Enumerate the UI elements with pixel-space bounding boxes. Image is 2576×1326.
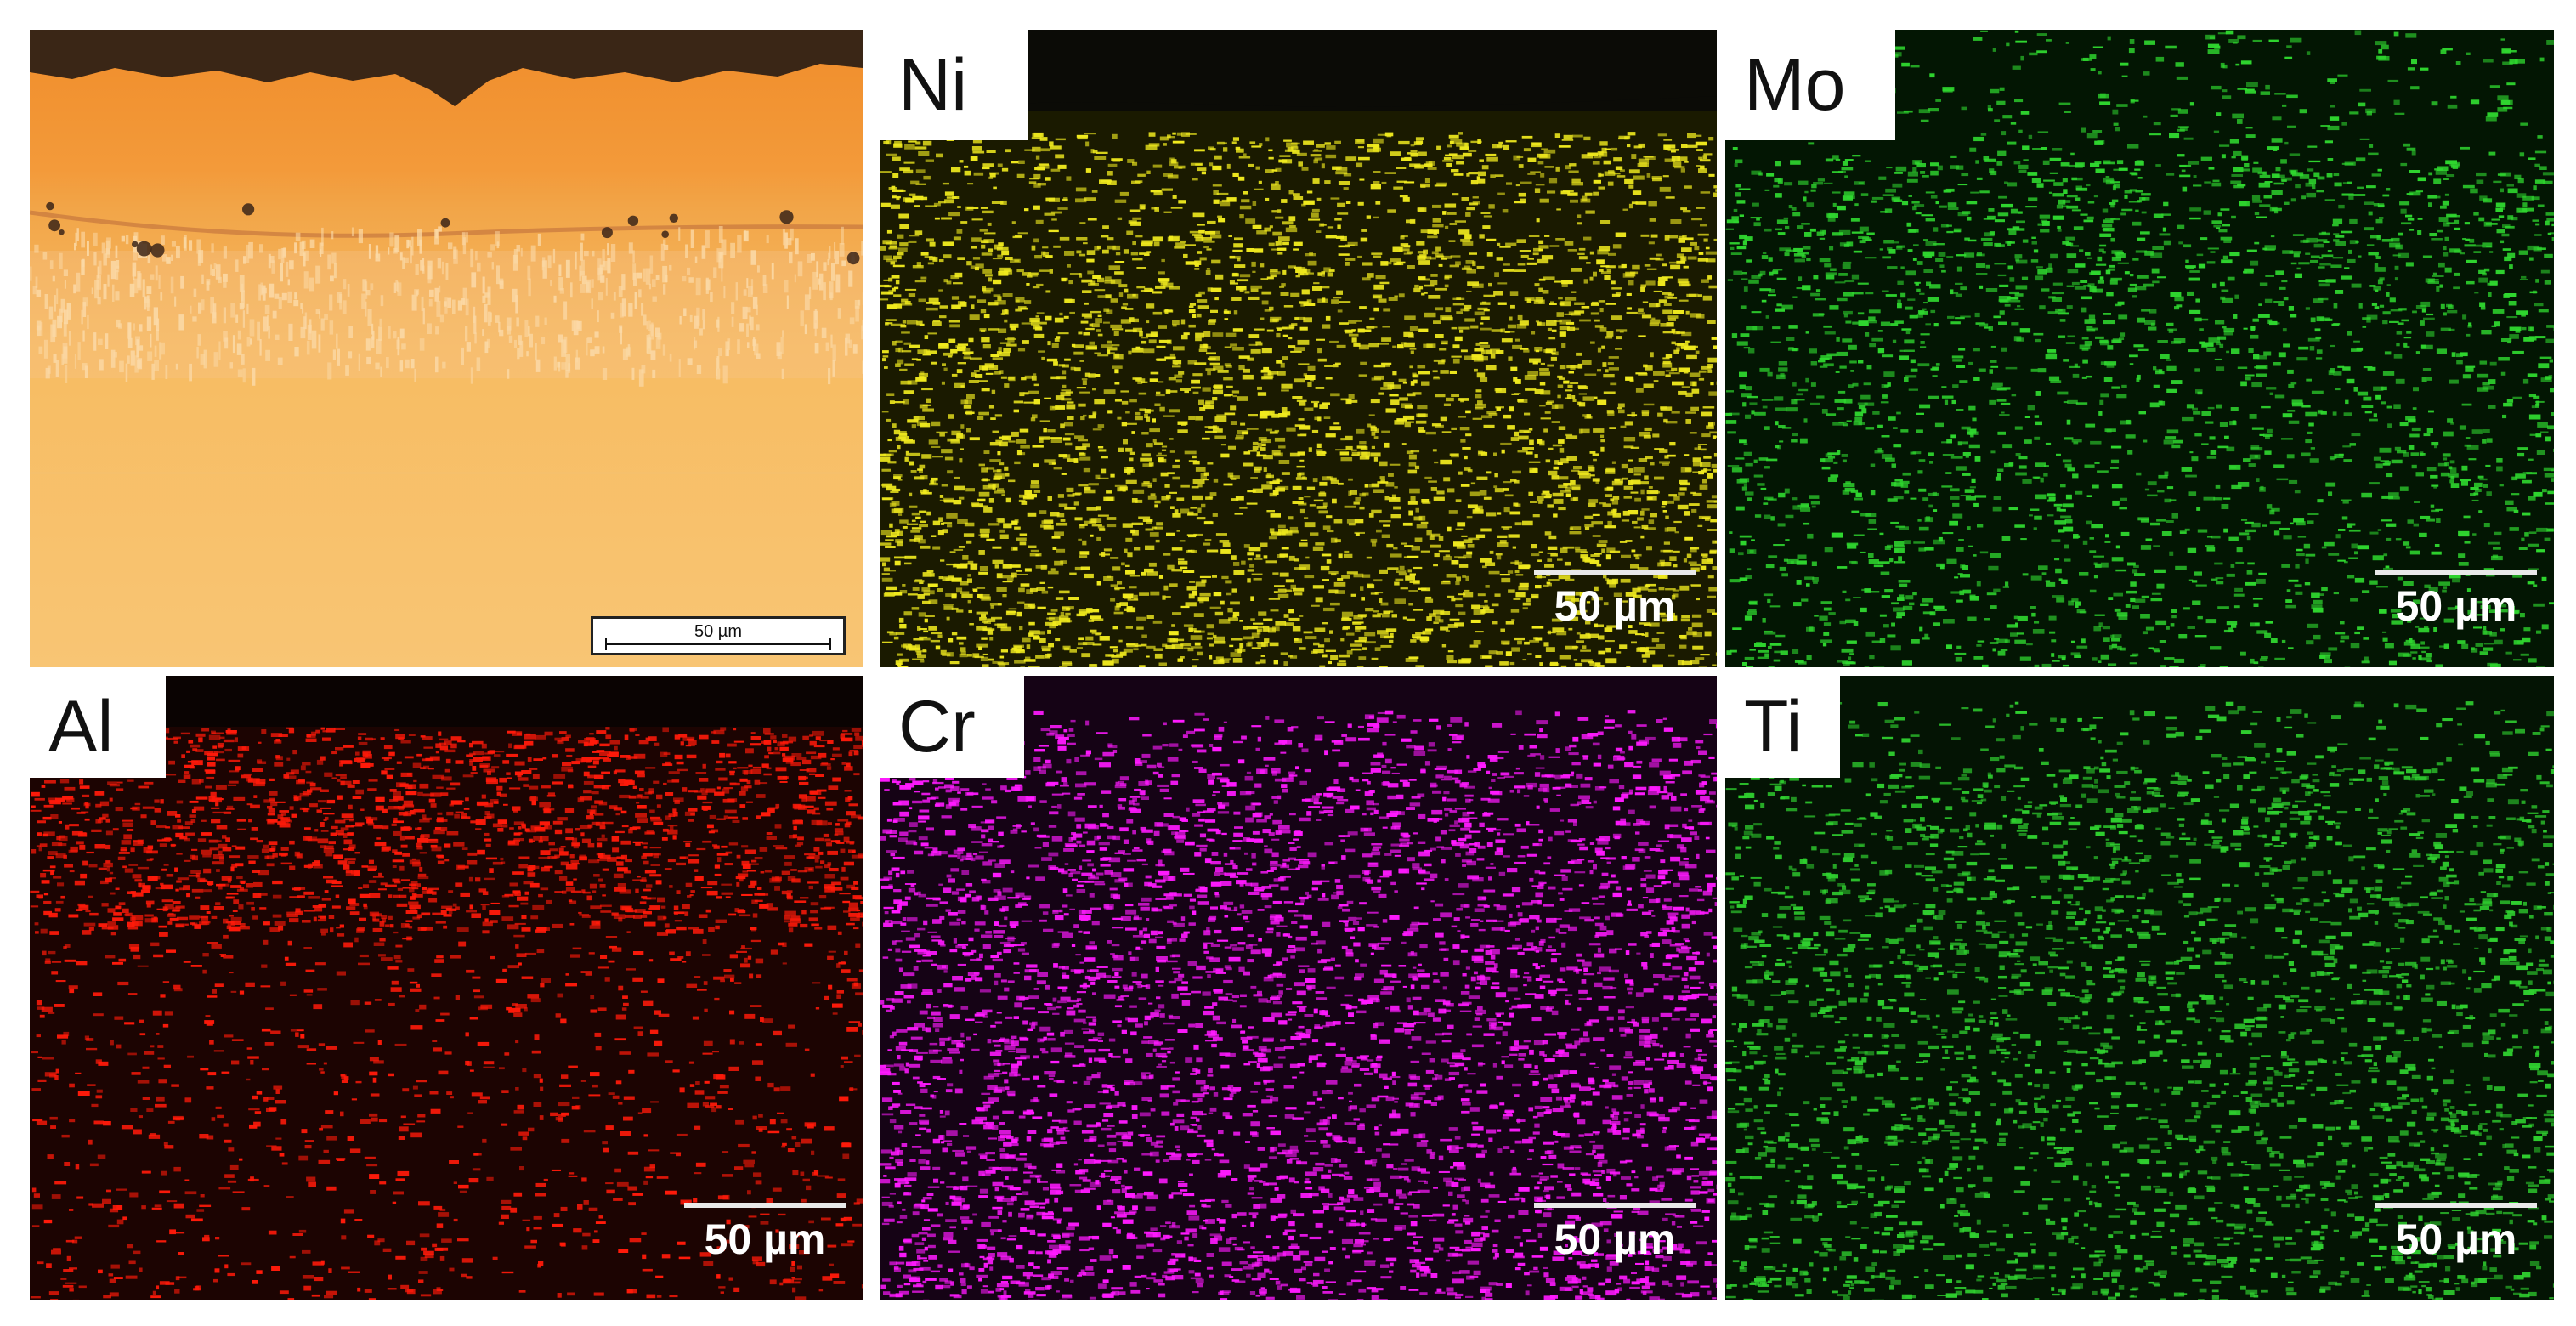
cr-scale-text: 50 µm — [1554, 1216, 1676, 1263]
al-label: Al — [30, 676, 166, 778]
cr-map-panel: Cr 50 µm — [880, 676, 1717, 1300]
ti-label-text: Ti — [1744, 686, 1803, 768]
mo-label: Mo — [1725, 30, 1895, 140]
al-label-text: Al — [48, 686, 114, 768]
ni-scale-text: 50 µm — [1554, 582, 1676, 630]
al-map-panel: Al 50 µm — [30, 676, 863, 1300]
optical-micrograph-panel: 50 µm — [30, 30, 863, 667]
ni-label-text: Ni — [898, 44, 968, 126]
ni-map-panel: Ni 50 µm — [880, 30, 1717, 667]
optical-scale-text: 50 µm — [694, 622, 742, 641]
mo-label-text: Mo — [1744, 44, 1846, 126]
ti-label: Ti — [1725, 676, 1840, 778]
ti-scale-text: 50 µm — [2395, 1216, 2517, 1263]
ni-scale-bar: 50 µm — [1530, 570, 1700, 631]
optical-micrograph-image — [30, 30, 863, 667]
cr-label-text: Cr — [898, 686, 976, 768]
mo-map-panel: Mo 50 µm — [1725, 30, 2554, 667]
ni-label: Ni — [880, 30, 1028, 140]
al-scale-bar: 50 µm — [680, 1203, 850, 1264]
al-map-image — [30, 676, 863, 1300]
optical-scale-bar: 50 µm — [591, 616, 846, 655]
ti-scale-bar: 50 µm — [2371, 1203, 2541, 1264]
cr-label: Cr — [880, 676, 1024, 778]
cr-map-image — [880, 676, 1717, 1300]
ti-map-panel: Ti 50 µm — [1725, 676, 2554, 1300]
dendrite-texture — [30, 201, 863, 387]
al-scale-text: 50 µm — [704, 1216, 826, 1263]
mo-scale-text: 50 µm — [2395, 582, 2517, 630]
mo-scale-bar: 50 µm — [2371, 570, 2541, 631]
ti-map-image — [1725, 676, 2554, 1300]
cr-scale-bar: 50 µm — [1530, 1203, 1700, 1264]
